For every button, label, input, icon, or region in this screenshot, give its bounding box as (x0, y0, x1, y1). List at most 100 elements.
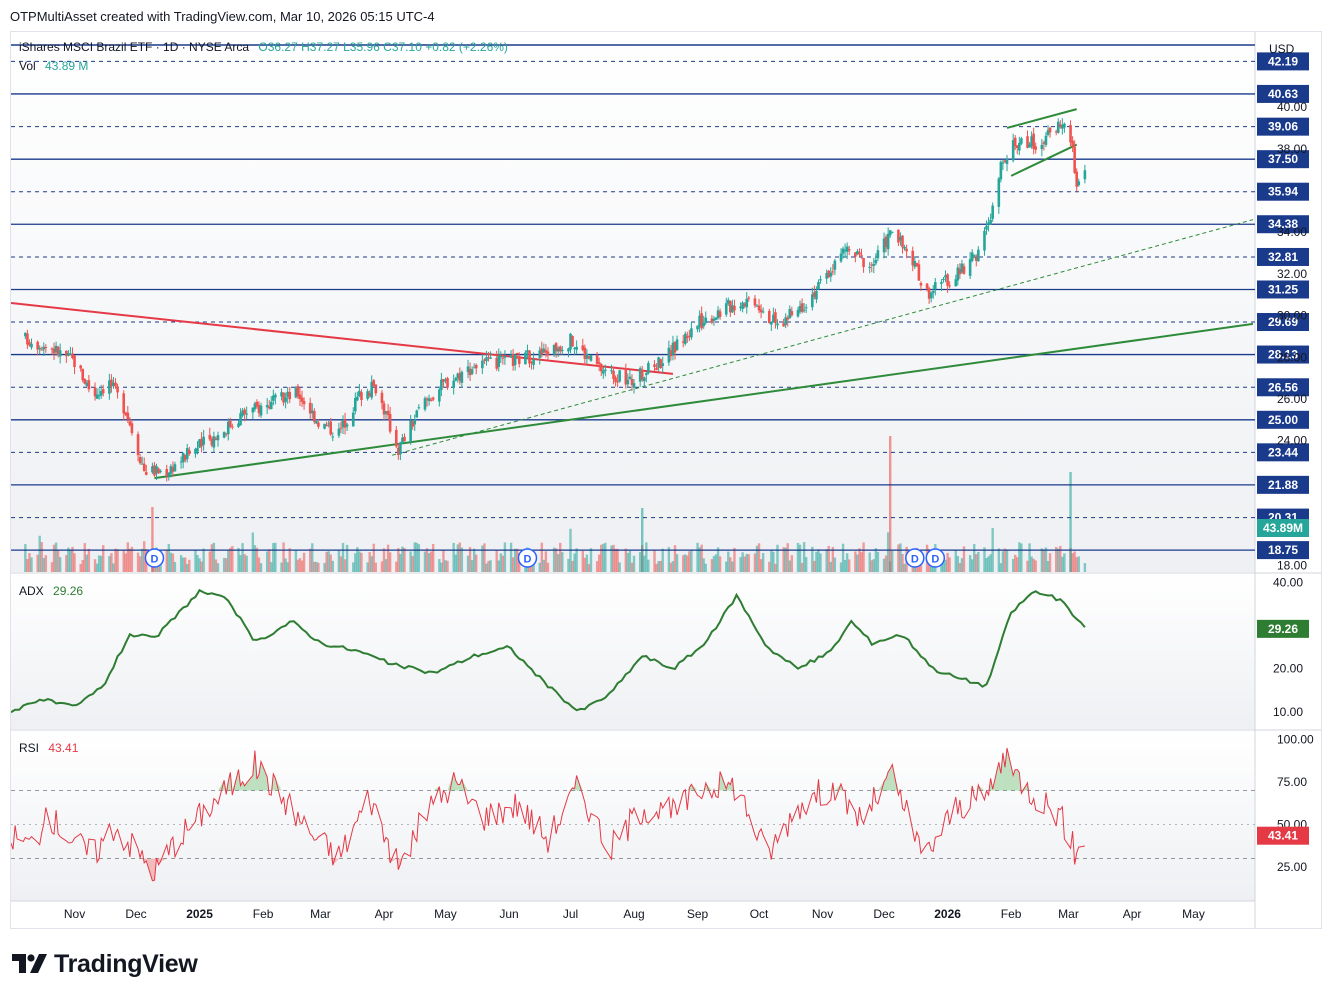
volume-bar (87, 548, 91, 572)
candle-body (739, 306, 742, 309)
candle-body (1083, 170, 1087, 180)
candle-body (354, 397, 357, 412)
candle-body (267, 406, 271, 409)
price-axis-tick: 34.00 (1277, 225, 1307, 239)
volume-bar (69, 549, 72, 572)
volume-bar (886, 532, 890, 572)
volume-bar (167, 543, 171, 572)
candle-body (308, 402, 312, 414)
rsi-overbought-fill (1021, 782, 1028, 791)
candle-body (640, 369, 644, 380)
candle-body (942, 278, 945, 280)
candle-body (927, 288, 931, 299)
volume-bar (257, 557, 261, 572)
volume-bar (669, 562, 673, 572)
candle-body (425, 398, 429, 400)
candle-body (481, 360, 484, 369)
candle-body (368, 393, 371, 396)
rsi-overbought-fill (258, 761, 262, 791)
adx-axis-tick: 40.00 (1273, 576, 1303, 590)
candle-body (546, 351, 550, 356)
volume-bar (647, 559, 650, 572)
candle-body (987, 222, 990, 225)
candle-body (815, 290, 818, 300)
rsi-overbought-fill (1004, 747, 1008, 791)
candle-body (171, 467, 175, 472)
candle-body (839, 253, 843, 262)
volume-bar (776, 544, 779, 572)
candle-body (1048, 127, 1052, 133)
currency-label[interactable]: USD (1269, 42, 1295, 56)
price-level-label: 42.19 (1268, 54, 1298, 68)
volume-bar (659, 560, 662, 572)
dividend-marker[interactable]: D (517, 548, 538, 568)
volume-bar (26, 558, 29, 572)
volume-bar (272, 542, 275, 572)
rsi-oversold-fill (152, 858, 155, 881)
candle-body (526, 350, 529, 353)
dividend-marker-circle (925, 548, 946, 568)
volume-bar (229, 547, 232, 572)
candle-body (1020, 138, 1023, 144)
adx-pane-bg (11, 574, 1255, 729)
price-axis[interactable]: 42.19 40.63 39.06 37.50 35.94 34.38 32.81 31.25… (1257, 52, 1309, 573)
volume-bar (427, 553, 431, 572)
tradingview-logo[interactable]: TradingView (12, 948, 198, 980)
volume-bar (216, 563, 220, 572)
candle-body (153, 465, 156, 476)
candle-body (212, 436, 216, 448)
volume-bar (97, 555, 101, 572)
candle-body (302, 401, 306, 405)
candle-body (1001, 162, 1005, 164)
rsi-overbought-fill (447, 772, 454, 791)
candle-body (868, 266, 872, 268)
price-axis-tick: 38.00 (1277, 142, 1307, 156)
volume-bar (114, 548, 117, 572)
candle-body (1061, 124, 1064, 129)
volume-bar (1028, 543, 1031, 572)
price-axis-tick: 18.00 (1277, 559, 1307, 573)
time-axis[interactable]: Nov Dec 2025 Feb Mar Apr May Jun Jul Aug Sep Oct Nov… (64, 907, 1205, 921)
volume-bar (948, 557, 951, 572)
candle-body (183, 454, 187, 461)
volume-bar (561, 552, 564, 572)
candle-body (638, 368, 642, 382)
volume-bar (790, 555, 794, 572)
candle-body (222, 432, 226, 438)
price-level-badge-bg (1257, 410, 1309, 429)
dividend-marker[interactable]: D (905, 548, 925, 568)
candle-body (313, 411, 316, 422)
volume-bar (542, 559, 546, 572)
candle-body (657, 357, 660, 368)
candle-body (272, 395, 275, 401)
volume-bar (288, 548, 291, 572)
volume-bar (727, 551, 730, 572)
volume-bar (73, 553, 76, 572)
candle-body (181, 452, 185, 463)
volume-bar (671, 561, 675, 572)
candle-body (743, 303, 746, 307)
rsi-overbought-fill (361, 789, 368, 791)
dividend-marker[interactable]: D (925, 548, 946, 568)
volume-bar (259, 563, 263, 572)
dividend-marker-label: D (911, 554, 919, 566)
volume-spike (1069, 472, 1072, 572)
time-axis-label: May (434, 907, 457, 921)
adx-badge-label: 29.26 (1268, 622, 1298, 636)
volume-bar (675, 554, 679, 572)
volume-bar (700, 544, 703, 572)
candle-body (788, 308, 792, 319)
volume-bar (956, 556, 960, 572)
candle-body (714, 317, 718, 320)
candle-body (925, 283, 929, 289)
volume-bar (79, 563, 82, 572)
volume-bar (538, 562, 541, 572)
dividend-marker[interactable]: D (144, 548, 165, 568)
volume-bar (354, 553, 357, 572)
volume-bar (911, 563, 914, 572)
candle-body (724, 303, 728, 315)
candle-body (198, 439, 201, 448)
